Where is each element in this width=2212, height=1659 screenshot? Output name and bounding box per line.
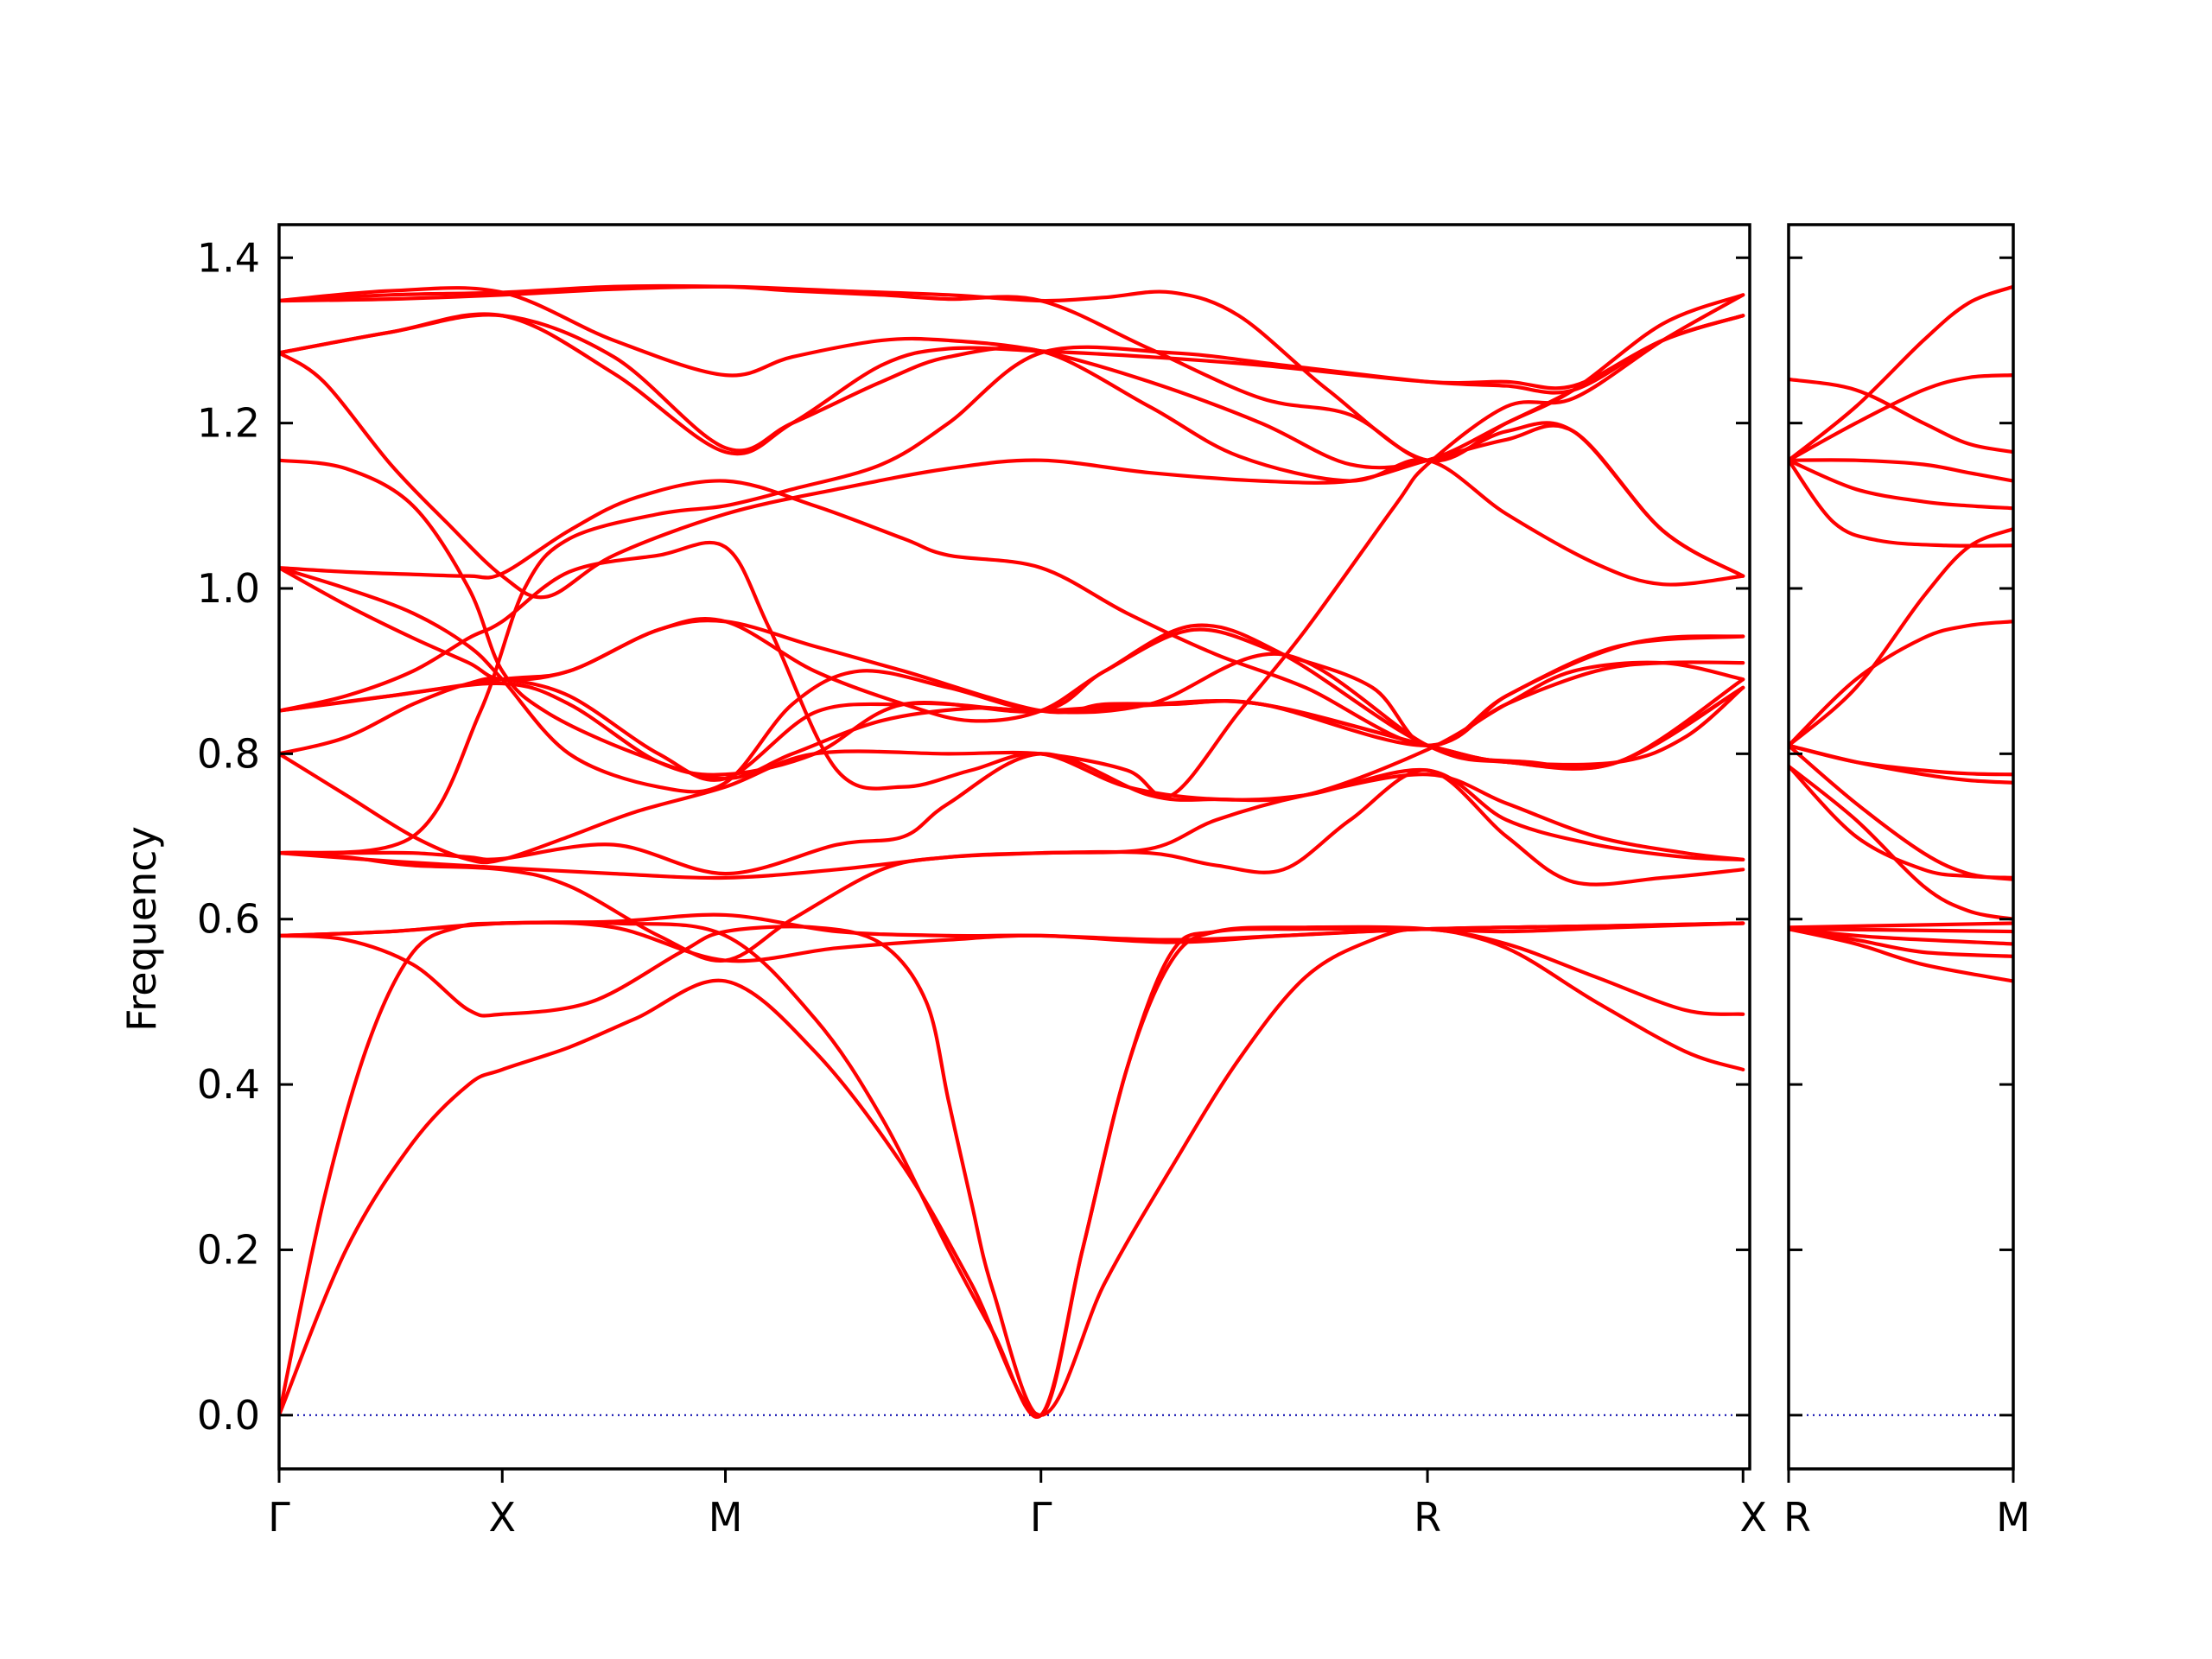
panel-frame bbox=[1787, 223, 2015, 1471]
x-tick-label-M: M bbox=[709, 1494, 743, 1541]
band-line-2-11 bbox=[1789, 764, 2013, 880]
band-line-1-7 bbox=[279, 768, 1745, 963]
band-line-1-17 bbox=[279, 565, 1745, 771]
x-tick-label-X: X bbox=[1739, 1494, 1767, 1541]
band-line-1-5 bbox=[279, 920, 1745, 963]
band-line-2-18 bbox=[1789, 927, 2013, 983]
band-line-2-8 bbox=[1789, 620, 2013, 747]
y-tick-label: 0.2 bbox=[197, 1226, 260, 1273]
x-tick-label-R: R bbox=[1783, 1494, 1811, 1541]
x-tick-label-M: M bbox=[1996, 1494, 2031, 1541]
band-line-2-1 bbox=[1789, 284, 2013, 462]
y-tick-label: 1.2 bbox=[197, 400, 260, 447]
band-line-1-1 bbox=[279, 926, 1745, 1417]
band-line-1-18 bbox=[279, 458, 1745, 781]
band-line-1-24 bbox=[279, 283, 1745, 578]
y-tick-label: 0.6 bbox=[197, 896, 260, 943]
band-line-1-23 bbox=[279, 284, 1745, 463]
band-line-2-10 bbox=[1789, 743, 2013, 785]
x-tick-label-Γ: Γ bbox=[1030, 1494, 1052, 1541]
band-line-2-4 bbox=[1789, 458, 2013, 483]
band-line-2-7 bbox=[1789, 527, 2013, 747]
band-line-2-14 bbox=[1789, 921, 2013, 930]
band-line-1-20 bbox=[279, 312, 1745, 456]
panel-frame bbox=[277, 223, 1751, 1471]
y-axis-label: Frequency bbox=[118, 826, 165, 1032]
band-line-1-8 bbox=[279, 314, 1745, 855]
x-tick-label-Γ: Γ bbox=[268, 1494, 290, 1541]
plot-area: 0.00.20.40.60.81.01.21.4Γ X M Γ R X R M bbox=[197, 223, 2031, 1541]
band-line-1-12 bbox=[279, 627, 1745, 777]
band-line-2-5 bbox=[1789, 458, 2013, 511]
y-tick-label: 0.4 bbox=[197, 1061, 260, 1108]
band-line-1-10 bbox=[279, 293, 1745, 865]
band-lines bbox=[1789, 284, 2013, 983]
x-tick-label-X: X bbox=[489, 1494, 517, 1541]
band-line-1-2 bbox=[279, 920, 1745, 1419]
band-lines bbox=[279, 283, 1745, 1419]
band-line-1-16 bbox=[279, 479, 1745, 747]
band-line-2-13 bbox=[1789, 743, 2013, 881]
band-line-2-12 bbox=[1789, 764, 2013, 921]
band-line-2-15 bbox=[1789, 927, 2013, 934]
band-line-2-2 bbox=[1789, 373, 2013, 462]
y-tick-label: 0.0 bbox=[197, 1392, 260, 1439]
y-tick-label: 0.8 bbox=[197, 730, 260, 777]
band-line-1-9 bbox=[279, 660, 1745, 876]
y-tick-label: 1.0 bbox=[197, 565, 260, 612]
band-line-1-21 bbox=[279, 313, 1745, 587]
band-line-1-14 bbox=[279, 540, 1745, 861]
band-line-1-3 bbox=[279, 921, 1745, 1417]
y-tick-label: 1.4 bbox=[197, 234, 260, 281]
x-tick-label-R: R bbox=[1414, 1494, 1441, 1541]
band-line-1-19 bbox=[279, 351, 1745, 600]
band-line-2-3 bbox=[1789, 377, 2013, 454]
panel-1: 0.0 0.2 0.4 0.6 0.8 1.0 1.2 1.4 Γ X M Γ R X bbox=[197, 223, 1767, 1541]
